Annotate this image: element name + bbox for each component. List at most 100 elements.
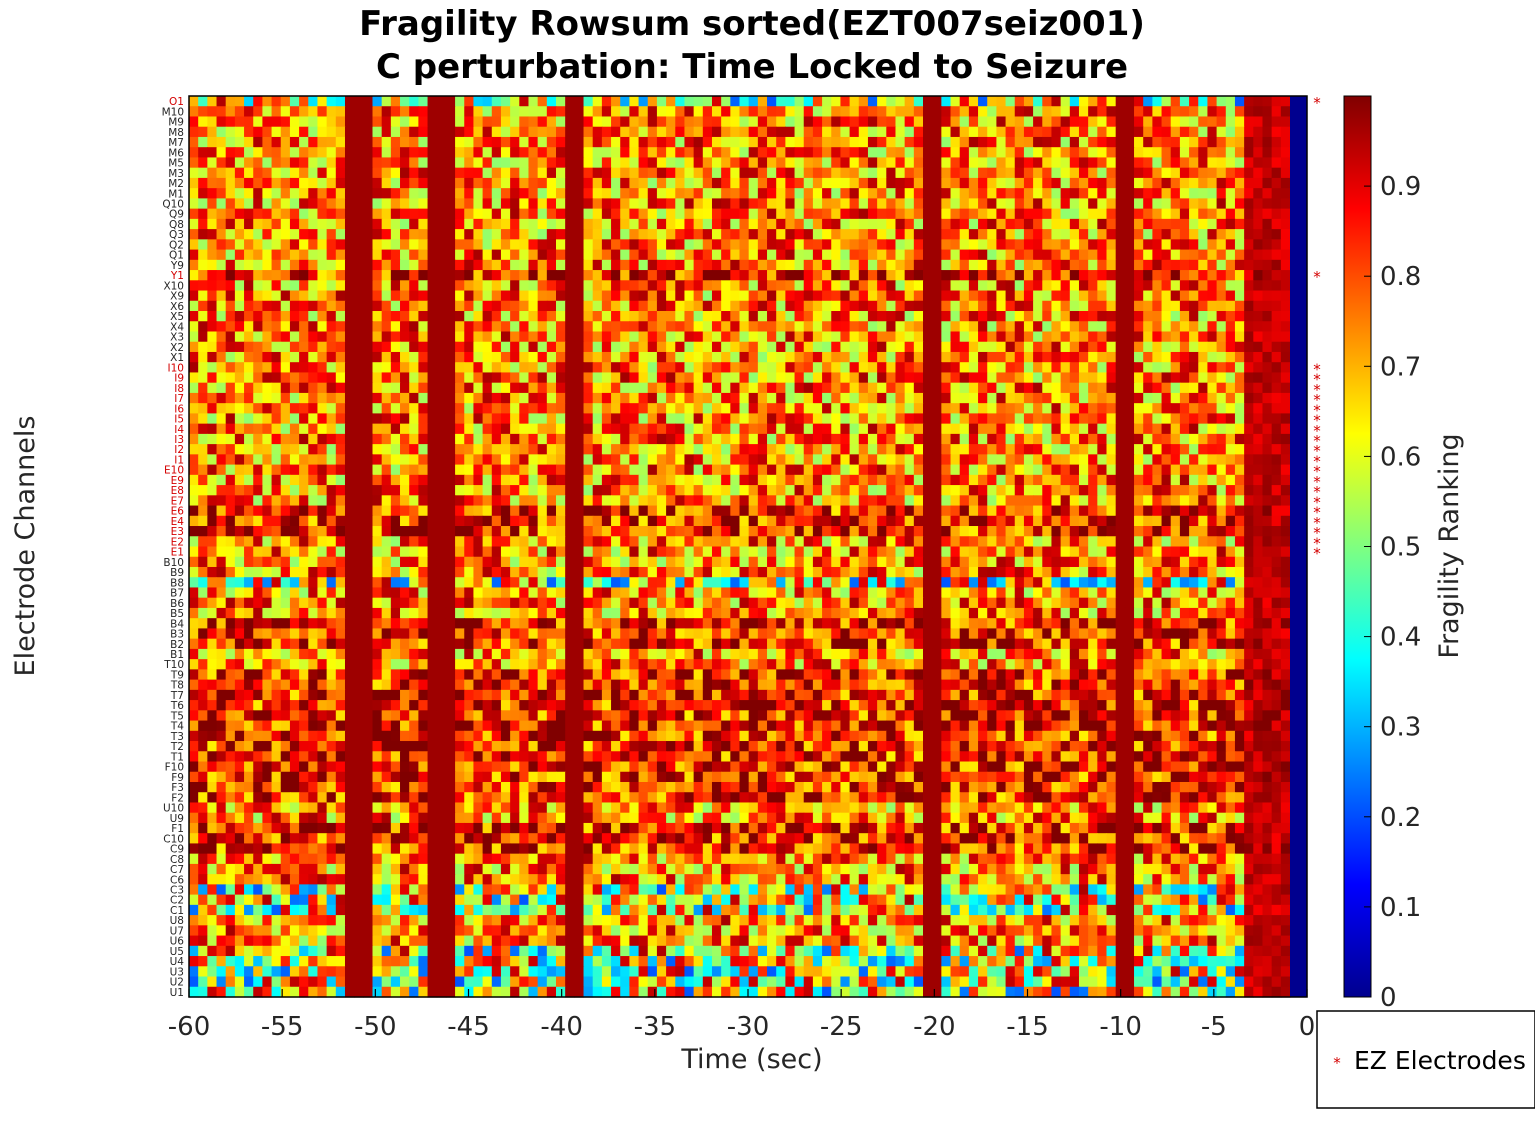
heatmap-cell [638,423,649,435]
heatmap-cell [757,403,768,414]
heatmap-cell [528,259,539,271]
heatmap-cell [1033,300,1043,312]
heatmap-cell [565,505,575,517]
heatmap-cell [427,229,438,240]
heatmap-cell [1078,392,1089,404]
heatmap-cell [978,341,988,353]
heatmap-cell [216,239,227,251]
heatmap-cell [354,116,364,128]
heatmap-cell [629,331,640,343]
heatmap-cell [803,106,814,118]
heatmap-cell [1244,485,1254,496]
heatmap-cell [1207,96,1218,107]
heatmap-cell [198,157,208,169]
heatmap-cell [244,474,254,486]
heatmap-cell [1051,157,1062,169]
heatmap-cell [271,403,282,414]
heatmap-cell [574,239,585,251]
heatmap-cell [519,167,530,179]
heatmap-cell [445,290,456,302]
heatmap-cell [234,96,245,107]
heatmap-cell [308,423,319,435]
heatmap-cell [1005,413,1016,425]
heatmap-cell [1051,505,1062,517]
heatmap-cell [950,423,961,435]
heatmap-cell [390,259,401,271]
heatmap-cell [785,392,796,404]
heatmap-cell [400,495,410,507]
heatmap-cell [959,147,970,159]
heatmap-cell [299,106,309,118]
heatmap-cell [381,505,392,517]
heatmap-cell [409,454,419,466]
heatmap-cell [1189,270,1199,281]
heatmap-cell [1225,392,1236,404]
heatmap-cell [968,167,979,179]
heatmap-cell [858,239,869,251]
heatmap-cell [739,239,750,251]
heatmap-cell [464,249,475,261]
heatmap-cell [1170,485,1181,496]
heatmap-cell [271,106,282,118]
heatmap-cell [822,454,832,466]
heatmap-cell [189,106,199,118]
heatmap-cell [785,413,796,425]
heatmap-cell [1280,382,1291,394]
heatmap-cell [1078,106,1089,118]
heatmap-cell [849,290,860,302]
heatmap-cell [803,259,814,271]
heatmap-cell [473,515,484,527]
heatmap-cell [767,136,777,148]
heatmap-cell [262,341,273,353]
heatmap-cell [317,351,328,363]
heatmap-cell [812,126,823,138]
heatmap-cell [721,413,731,425]
heatmap-cell [344,464,355,476]
heatmap-cell [317,208,328,220]
heatmap-cell [1216,239,1227,251]
heatmap-cell [601,290,612,302]
heatmap-cell [280,413,291,425]
heatmap-cell [262,167,273,179]
heatmap-cell [409,403,419,414]
heatmap-cell [1014,505,1025,517]
heatmap-cell [950,106,961,118]
heatmap-cell [803,136,814,148]
heatmap-cell [1170,290,1181,302]
heatmap-cell [225,505,236,517]
heatmap-cell [886,198,897,210]
heatmap-cell [629,311,640,322]
heatmap-cell [1097,351,1108,363]
heatmap-cell [1097,403,1108,414]
heatmap-cell [941,229,952,240]
heatmap-cell [455,382,465,394]
heatmap-cell [482,280,493,292]
heatmap-cell [464,126,475,138]
heatmap-cell [757,106,768,118]
heatmap-cell [730,177,741,189]
heatmap-cell [831,96,842,107]
heatmap-cell [748,403,759,414]
heatmap-cell [638,433,649,445]
heatmap-cell [583,331,594,343]
heatmap-cell [666,382,676,394]
heatmap-cell [565,280,575,292]
heatmap-cell [583,433,594,445]
heatmap-cell [363,280,374,292]
heatmap-cell [381,177,392,189]
heatmap-cell [785,136,796,148]
heatmap-cell [968,413,979,425]
heatmap-cell [262,136,273,148]
heatmap-cell [1280,198,1291,210]
heatmap-cell [1014,157,1025,169]
heatmap-cell [656,157,667,169]
heatmap-cell [794,495,805,507]
heatmap-cell [776,392,786,404]
heatmap-cell [702,290,713,302]
heatmap-cell [262,444,273,455]
heatmap-cell [565,96,575,107]
heatmap-cell [344,382,355,394]
heatmap-cell [445,106,456,118]
heatmap-cell [1115,372,1126,384]
heatmap-cell [473,464,484,476]
